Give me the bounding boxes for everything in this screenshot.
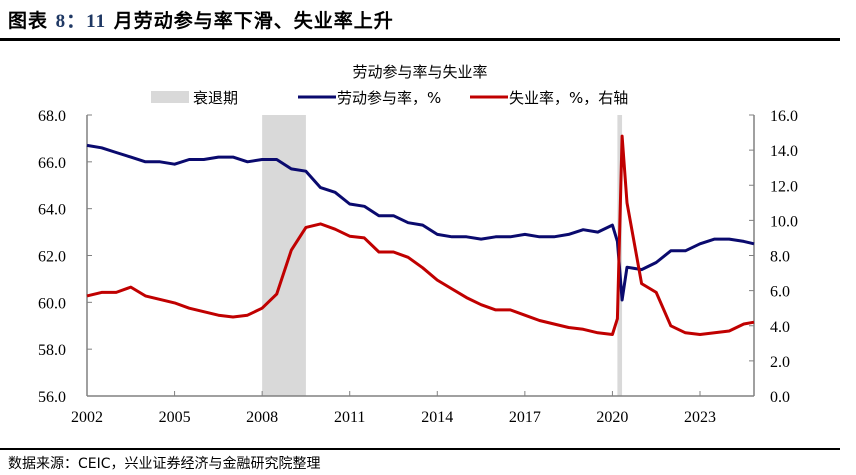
plot-lines <box>86 134 755 336</box>
footer-divider <box>0 448 840 450</box>
y-right-tick-label: 6.0 <box>770 284 790 301</box>
legend-swatch-recession <box>151 91 189 103</box>
legend: 衰退期 劳动参与率，% 失业率，%，右轴 <box>151 89 628 107</box>
x-tick-label: 2020 <box>596 409 628 426</box>
lfpr-line <box>86 143 755 302</box>
y-left-tick-label: 64.0 <box>38 202 66 219</box>
figure-title-number: 8：11 <box>55 11 107 32</box>
source-note: 数据来源：CEIC，兴业证券经济与金融研究院整理 <box>8 456 321 472</box>
title-divider <box>0 38 840 41</box>
x-tick-label: 2011 <box>334 409 365 426</box>
y-left-tick-label: 68.0 <box>38 108 66 125</box>
x-tick-label: 2008 <box>246 409 278 426</box>
figure-title-prefix: 图表 <box>8 10 49 32</box>
chart-title: 劳动参与率与失业率 <box>352 63 487 81</box>
y-left-tick-label: 66.0 <box>38 155 66 172</box>
y-right-tick-label: 2.0 <box>770 354 790 371</box>
legend-label-unemployment: 失业率，%，右轴 <box>509 89 628 107</box>
y-right-tick-label: 8.0 <box>770 249 790 266</box>
y-left-tick-label: 62.0 <box>38 249 66 266</box>
y-right-tick-label: 14.0 <box>770 143 798 160</box>
y-left-tick-label: 60.0 <box>38 295 66 312</box>
figure-title: 图表 8：11 月劳动参与率下滑、失业率上升 <box>8 6 394 33</box>
figure-title-text: 月劳动参与率下滑、失业率上升 <box>113 10 394 32</box>
y-right-tick-label: 10.0 <box>770 213 798 230</box>
axes: 56.0 58.0 60.0 62.0 64.0 66.0 68.0 0.0 2.0 4.0 6.0… <box>38 108 798 426</box>
x-tick-label: 2023 <box>684 409 716 426</box>
y-left-tick-label: 56.0 <box>38 389 66 406</box>
x-tick-label: 2002 <box>71 409 103 426</box>
x-tick-label: 2017 <box>509 409 541 426</box>
recession-band <box>262 115 306 396</box>
y-right-tick-label: 4.0 <box>770 319 790 336</box>
legend-label-lfpr: 劳动参与率，% <box>337 89 441 107</box>
y-left-tick-label: 58.0 <box>38 342 66 359</box>
x-tick-label: 2014 <box>421 409 453 426</box>
x-tick-label: 2005 <box>159 409 191 426</box>
y-right-tick-label: 16.0 <box>770 108 798 125</box>
y-right-tick-label: 0.0 <box>770 389 790 406</box>
y-right-tick-label: 12.0 <box>770 178 798 195</box>
unemployment-line <box>86 134 755 336</box>
recession-bands <box>262 115 623 396</box>
legend-label-recession: 衰退期 <box>193 89 238 107</box>
